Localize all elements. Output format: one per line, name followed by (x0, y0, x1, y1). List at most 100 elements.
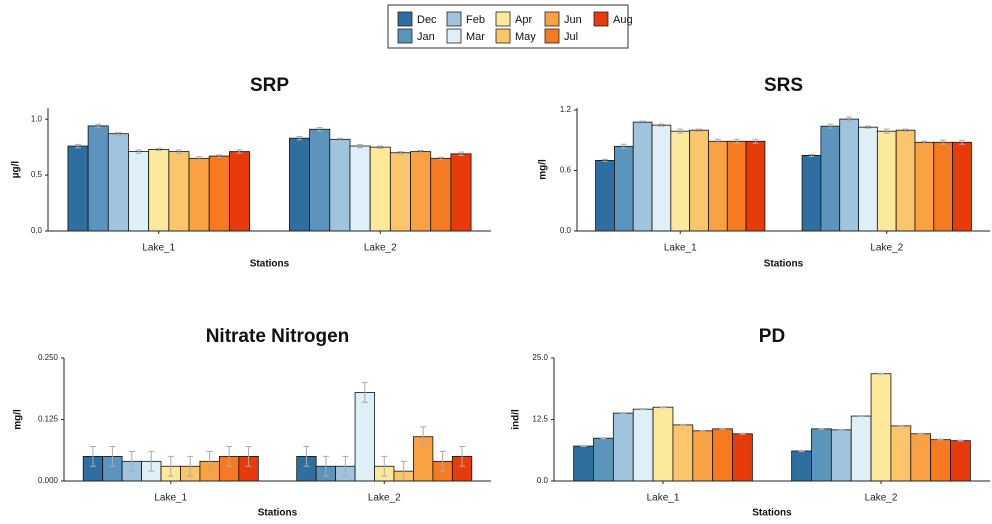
legend-label: Apr (515, 14, 532, 26)
y-tick-label: 0.6 (560, 166, 572, 175)
error-bar (342, 455, 349, 477)
bar (950, 440, 971, 482)
error-bar (660, 406, 666, 409)
legend-label: Feb (466, 14, 485, 26)
bar (67, 145, 89, 232)
error-bar (175, 149, 182, 154)
error-bar (878, 372, 884, 375)
error-bar (601, 158, 608, 162)
x-tick-label: Lake_2 (865, 493, 898, 504)
bar (652, 406, 674, 482)
error-bar (361, 382, 368, 403)
bar (450, 153, 472, 232)
y-tick-label: 12.5 (532, 415, 548, 424)
bar (148, 148, 170, 232)
y-tick-label: 25.0 (532, 353, 548, 362)
y-axis-label: mg/l (538, 159, 549, 180)
panel-title: Nitrate Nitrogen (206, 326, 350, 347)
error-bar (457, 151, 464, 157)
legend-swatch (544, 28, 560, 44)
error-bar (245, 446, 252, 467)
bar (670, 130, 691, 232)
bar (858, 126, 878, 232)
bar (410, 151, 432, 232)
bar (850, 415, 872, 482)
y-tick-label: 0.0 (31, 226, 43, 235)
x-axis-label: Stations (258, 508, 298, 519)
bar (890, 425, 912, 482)
y-axis-label: ind/l (511, 409, 522, 430)
x-tick-label: Lake_1 (647, 493, 680, 504)
legend-swatch (495, 28, 511, 44)
bar (354, 392, 375, 482)
panel-title: SRP (250, 75, 289, 96)
legend-swatch (397, 11, 413, 27)
bar (914, 141, 935, 232)
y-tick-label: 0.5 (31, 170, 43, 179)
error-bar (459, 446, 466, 467)
bar (613, 145, 634, 232)
error-bar (377, 145, 384, 149)
error-bar (739, 432, 746, 435)
bar (309, 128, 331, 232)
x-axis-label: Stations (250, 259, 290, 270)
error-bar (437, 156, 444, 160)
error-bar (696, 128, 703, 132)
error-bar (679, 423, 686, 426)
error-bar (846, 116, 853, 122)
error-bar (336, 137, 343, 141)
bar (708, 140, 728, 232)
error-bar (167, 455, 174, 477)
error-bar (620, 143, 627, 149)
bar (208, 155, 230, 232)
error-bar (417, 149, 424, 154)
bar (801, 154, 822, 232)
bar (651, 124, 672, 232)
legend-label: Jun (564, 14, 582, 26)
bar (692, 430, 714, 482)
bar (632, 408, 654, 482)
y-tick-label: 0.125 (38, 415, 59, 424)
error-bar (838, 428, 845, 431)
error-bar (196, 156, 203, 161)
error-bar (921, 140, 928, 144)
error-bar (148, 450, 155, 472)
y-tick-label: 0.0 (537, 476, 549, 485)
legend-label: Aug (613, 14, 633, 26)
error-bar (858, 415, 865, 418)
bar (329, 138, 351, 232)
bar (349, 145, 371, 232)
panel-title: PD (759, 326, 785, 347)
bar (573, 445, 594, 482)
bar (595, 160, 615, 232)
error-bar (808, 153, 815, 157)
error-bar (639, 120, 646, 124)
x-tick-label: Lake_1 (664, 243, 697, 254)
error-bar (216, 154, 223, 158)
bar (952, 141, 972, 232)
bar (593, 437, 614, 482)
error-bar (236, 149, 243, 154)
error-bar (640, 408, 647, 411)
error-bar (226, 446, 233, 467)
legend-label: Jan (417, 31, 435, 43)
error-bar (957, 439, 964, 442)
bar (839, 118, 859, 232)
bar (612, 412, 634, 482)
error-bar (864, 125, 871, 129)
x-tick-label: Lake_1 (142, 243, 175, 254)
error-bar (798, 449, 805, 452)
error-bar (733, 138, 740, 144)
bar (430, 157, 452, 232)
legend-swatch (495, 11, 511, 27)
x-tick-label: Lake_2 (870, 243, 903, 254)
y-tick-label: 0.0 (560, 226, 572, 235)
bar (933, 141, 954, 232)
x-tick-label: Lake_2 (368, 493, 401, 504)
error-bar (620, 412, 627, 415)
bar (228, 151, 250, 232)
bar (930, 439, 951, 482)
bar (726, 140, 747, 232)
legend-label: Jul (564, 31, 578, 43)
bar (107, 133, 129, 232)
